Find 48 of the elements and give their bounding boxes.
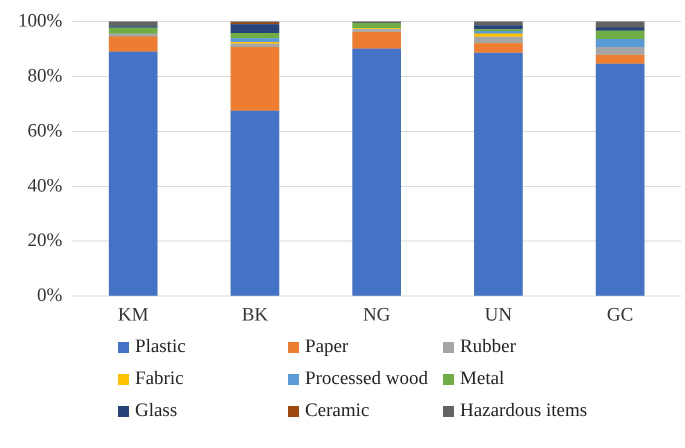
bar [352, 29, 402, 32]
bar [230, 110, 280, 296]
legend-label: Paper [305, 336, 348, 358]
bar [108, 28, 158, 34]
bar [230, 38, 280, 42]
bar [474, 52, 523, 296]
bar [352, 23, 402, 28]
legend-label: Hazardous items [460, 400, 588, 422]
legend-label: Rubber [460, 336, 516, 358]
bar [474, 43, 523, 53]
bar [596, 27, 644, 31]
y-tick-label: 0% [37, 285, 62, 306]
bar [596, 46, 644, 55]
bar [474, 33, 523, 37]
legend-label: Ceramic [305, 400, 370, 422]
legend-label: Plastic [135, 336, 186, 358]
bar [352, 32, 402, 49]
bar [474, 21, 523, 26]
x-tick-label: GC [606, 304, 634, 326]
bar [352, 48, 402, 296]
y-tick-label: 20% [28, 230, 62, 252]
bar [230, 32, 280, 38]
x-tick-label: KM [118, 304, 149, 326]
bar [230, 44, 280, 47]
bar [596, 38, 644, 47]
legend-label: Glass [135, 400, 178, 422]
bar [596, 64, 644, 296]
bar [474, 36, 523, 44]
legend-label: Fabric [135, 368, 184, 390]
bar [108, 34, 158, 37]
bar [230, 46, 280, 111]
x-tick-label: BK [242, 304, 268, 326]
bar [474, 25, 523, 30]
bar [108, 21, 158, 26]
bar [596, 21, 644, 28]
y-tick-label: 40% [28, 175, 62, 196]
x-tick-label: UN [484, 304, 512, 326]
bar [596, 54, 644, 64]
y-tick-label: 60% [28, 120, 62, 142]
y-tick-label: 80% [28, 65, 62, 86]
legend-label: Metal [460, 368, 504, 390]
bar [230, 24, 280, 33]
y-tick-label: 100% [18, 10, 62, 32]
bar [108, 52, 158, 296]
legend-label: Processed wood [305, 368, 428, 390]
x-tick-label: NG [362, 304, 391, 326]
bar [596, 30, 644, 39]
bar [108, 36, 158, 52]
